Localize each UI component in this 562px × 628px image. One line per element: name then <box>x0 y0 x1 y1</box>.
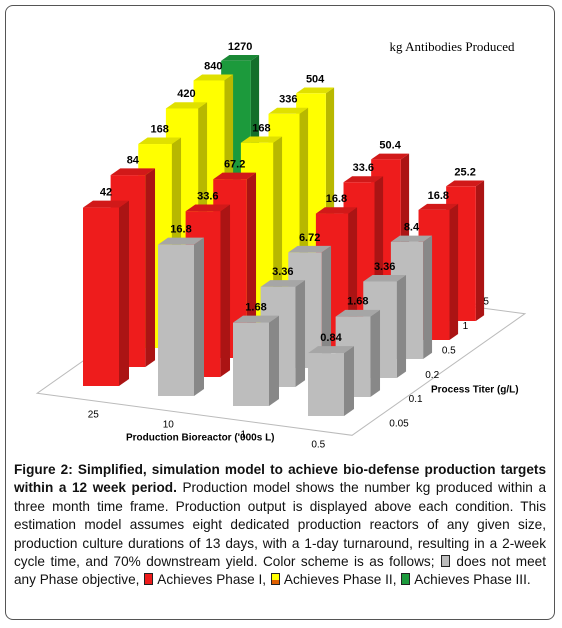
x-tick-label: 10 <box>163 420 175 431</box>
bar-side <box>370 309 381 397</box>
bar-top <box>83 200 129 208</box>
bar-front <box>83 207 119 386</box>
bar <box>308 346 354 416</box>
value-label: 3.36 <box>272 266 293 278</box>
value-label: 16.8 <box>428 190 449 202</box>
bar-side <box>246 172 257 358</box>
green-icon <box>401 573 411 586</box>
bar-top <box>315 207 358 214</box>
value-label: 420 <box>177 88 195 100</box>
bar-top <box>185 204 231 212</box>
bar-top <box>110 168 156 176</box>
caption-text: Achieves Phase III. <box>411 572 531 588</box>
z-tick-label: 0.2 <box>425 370 439 381</box>
z-tick-label: 1 <box>463 321 469 332</box>
bar-side <box>396 274 407 378</box>
value-label: 168 <box>252 122 270 134</box>
z-tick-label: 0.5 <box>442 345 456 356</box>
x-axis-title: Production Bioreactor ('000s L) <box>126 433 275 444</box>
bar <box>233 315 279 406</box>
caption-text: Achieves Phase II, <box>280 572 401 588</box>
bar-top <box>260 280 306 287</box>
bar-side <box>269 315 279 406</box>
bar-top <box>158 237 204 245</box>
value-label: 33.6 <box>197 190 218 202</box>
value-label: 16.8 <box>170 224 191 236</box>
value-label: 16.8 <box>326 193 347 205</box>
bar-side <box>344 346 354 416</box>
bar-top <box>233 315 279 323</box>
z-axis-title: Process Titer (g/L) <box>431 385 519 396</box>
bar-top <box>418 203 459 210</box>
value-label: 33.6 <box>353 162 374 174</box>
value-label: 3.36 <box>374 261 395 273</box>
value-label: 1.68 <box>347 296 368 308</box>
bar-side <box>449 203 459 340</box>
bar-top <box>288 245 332 253</box>
value-label: 0.84 <box>320 332 342 344</box>
value-label: 840 <box>204 60 222 72</box>
z-tick-label: 0.1 <box>409 394 423 405</box>
bar-side <box>220 204 231 377</box>
bar-top <box>193 74 234 81</box>
red-icon <box>144 573 154 586</box>
value-label: 504 <box>306 73 325 85</box>
bar-top <box>308 346 354 354</box>
value-label: 50.4 <box>379 140 401 152</box>
value-label: 1.68 <box>245 302 266 314</box>
bar-side <box>119 200 129 386</box>
value-label: 8.4 <box>404 222 420 234</box>
value-label: 67.2 <box>224 159 245 171</box>
caption-title: Figure 2: Simplified, simulation model t… <box>14 462 546 496</box>
bar-side <box>194 237 204 396</box>
bar-side <box>295 280 306 387</box>
bar-top <box>138 137 182 145</box>
caption-text: does not meet any Phase objective, <box>14 554 546 588</box>
bar-front <box>308 353 344 416</box>
value-label: 42 <box>100 187 112 199</box>
x-tick-label: 0.5 <box>311 440 325 451</box>
bar-top <box>371 153 410 160</box>
x-tick-label: 25 <box>88 410 100 421</box>
figure-frame: kg Antibodies Produced Production Biorea… <box>5 5 555 620</box>
yellow-icon <box>270 573 280 586</box>
value-label: 25.2 <box>454 166 475 178</box>
bar-side <box>475 180 485 321</box>
bar-side <box>321 245 332 368</box>
bar-top <box>240 136 283 143</box>
bar-top <box>165 102 208 109</box>
bar-top <box>221 55 260 61</box>
value-label: 6.72 <box>299 232 320 244</box>
bar-front <box>233 322 269 406</box>
value-label: 84 <box>127 154 140 166</box>
value-label: 168 <box>150 123 168 135</box>
bar-top <box>343 176 384 183</box>
gray-icon <box>440 555 450 568</box>
z-tick-label: 0.05 <box>389 419 409 430</box>
bar <box>83 200 129 386</box>
value-label: 336 <box>279 94 297 106</box>
bar-front <box>158 244 194 396</box>
bar-top <box>335 309 381 317</box>
chart: kg Antibodies Produced Production Biorea… <box>35 39 527 451</box>
chart-title: kg Antibodies Produced <box>390 39 515 54</box>
bar-top <box>363 274 407 282</box>
bar-top <box>446 180 485 187</box>
value-label: 1270 <box>228 41 252 53</box>
bar-top <box>296 87 335 94</box>
bar-side <box>145 168 156 367</box>
caption-text: Production model shows the number kg pro… <box>14 480 546 570</box>
bar-top <box>390 235 433 242</box>
caption: Figure 2: Simplified, simulation model t… <box>14 461 546 590</box>
bar <box>158 237 204 396</box>
bar-top <box>268 107 309 114</box>
bar-side <box>423 235 433 359</box>
bar-top <box>213 172 257 180</box>
caption-text: Achieves Phase I, <box>154 572 270 588</box>
x-tick-label: 1 <box>241 430 247 441</box>
